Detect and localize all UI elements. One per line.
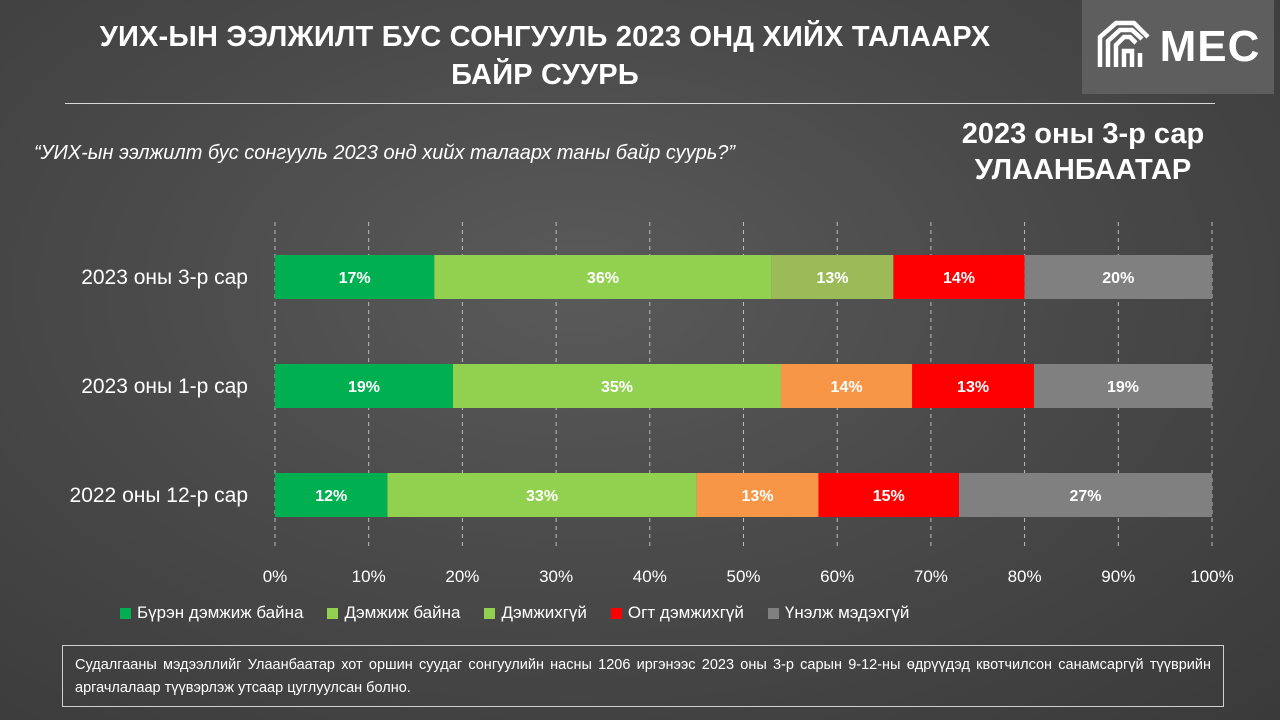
logo-text: MEC (1159, 22, 1261, 71)
bar-segment (780, 364, 913, 408)
survey-question: “УИХ-ын ээлжилт бус сонгууль 2023 онд хи… (34, 142, 736, 164)
bar-segment (912, 364, 1034, 408)
methodology-footnote: Судалгааны мэдээллийг Улаанбаатар хот ор… (62, 645, 1224, 707)
x-tick-label: 70% (914, 567, 948, 586)
legend-label: Огт дэмжихгүй (627, 603, 744, 622)
data-label: 35% (601, 379, 633, 396)
bar-segment (434, 255, 772, 299)
x-tick-label: 20% (445, 567, 479, 586)
legend-item: Дэмжихгүй (484, 603, 587, 623)
data-label: 13% (957, 379, 989, 396)
data-label: 27% (1069, 488, 1101, 505)
legend-swatch (327, 607, 339, 619)
stacked-bar-chart: 0% 10% 20% 30% 40% 50% 60% 70% 80% 90% 100% 2023 он… (70, 222, 1234, 586)
data-label: 14% (943, 270, 975, 287)
x-tick-label: 100% (1190, 567, 1233, 586)
logo: MEC (1082, 0, 1274, 94)
bar-segment (1033, 364, 1212, 408)
x-tick-label: 80% (1008, 567, 1042, 586)
title-line-2: БАЙР СУУРЬ (451, 59, 639, 91)
data-label: 36% (587, 270, 619, 287)
bar-segment (1024, 255, 1212, 299)
legend-swatch (610, 607, 622, 619)
bar-segment (453, 364, 781, 408)
legend-item: Дэмжиж байна (327, 603, 460, 623)
legend-label: Дэмжиж байна (344, 603, 461, 622)
logo-mark-icon (1097, 20, 1150, 67)
bar-segment (818, 473, 960, 517)
data-label: 12% (315, 488, 347, 505)
legend-label: Үнэлж мэдэхгүй (784, 603, 910, 622)
bar-segment (275, 255, 435, 299)
bar-segment (275, 473, 388, 517)
data-label: 14% (831, 379, 863, 396)
x-tick-label: 30% (539, 567, 573, 586)
legend-item: Бүрэн дэмжиж байна (120, 603, 303, 623)
data-label: 19% (1107, 379, 1139, 396)
data-label: 19% (348, 379, 380, 396)
bar-segment (959, 473, 1212, 517)
category-label: 2023 оны 3-р сар (81, 266, 248, 289)
title-line-1: УИХ-ЫН ЭЭЛЖИЛТ БУС СОНГУУЛЬ 2023 ОНД ХИЙ… (99, 21, 991, 53)
legend-swatch (767, 607, 779, 619)
period-label: 2023 оны 3-р сар УЛААНБААТАР (928, 116, 1238, 188)
data-label: 20% (1102, 270, 1134, 287)
x-tick-label: 40% (633, 567, 667, 586)
bar-segment (696, 473, 819, 517)
data-label: 33% (526, 488, 558, 505)
category-label: 2023 оны 1-р сар (81, 375, 248, 398)
legend-item: Огт дэмжихгүй (610, 603, 744, 623)
legend-label: Дэмжихгүй (501, 603, 587, 622)
data-label: 13% (816, 270, 848, 287)
bar-segment (275, 364, 454, 408)
legend-item: Үнэлж мэдэхгүй (767, 603, 910, 623)
data-label: 13% (742, 488, 774, 505)
bar-segment (771, 255, 894, 299)
chart-title: УИХ-ЫН ЭЭЛЖИЛТ БУС СОНГУУЛЬ 2023 ОНД ХИЙ… (30, 18, 1060, 94)
legend-swatch (120, 607, 131, 619)
legend-swatch (484, 607, 496, 619)
x-tick-label: 90% (1101, 567, 1135, 586)
period-location: УЛААНБААТАР (974, 154, 1192, 186)
data-label: 15% (873, 488, 905, 505)
x-tick-label: 60% (820, 567, 854, 586)
legend-label: Бүрэн дэмжиж байна (137, 603, 304, 622)
period-date: 2023 оны 3-р сар (961, 118, 1205, 150)
bar-segment (387, 473, 697, 517)
x-tick-label: 0% (263, 567, 288, 586)
chart-legend: Бүрэн дэмжиж байна Дэмжиж байна Дэмжихгүй О… (120, 603, 933, 623)
header-divider (65, 103, 1215, 104)
category-label: 2022 оны 12-р сар (70, 484, 248, 507)
bar-segment (893, 255, 1025, 299)
x-tick-label: 50% (726, 567, 760, 586)
x-tick-label: 10% (352, 567, 386, 586)
data-label: 17% (339, 270, 371, 287)
